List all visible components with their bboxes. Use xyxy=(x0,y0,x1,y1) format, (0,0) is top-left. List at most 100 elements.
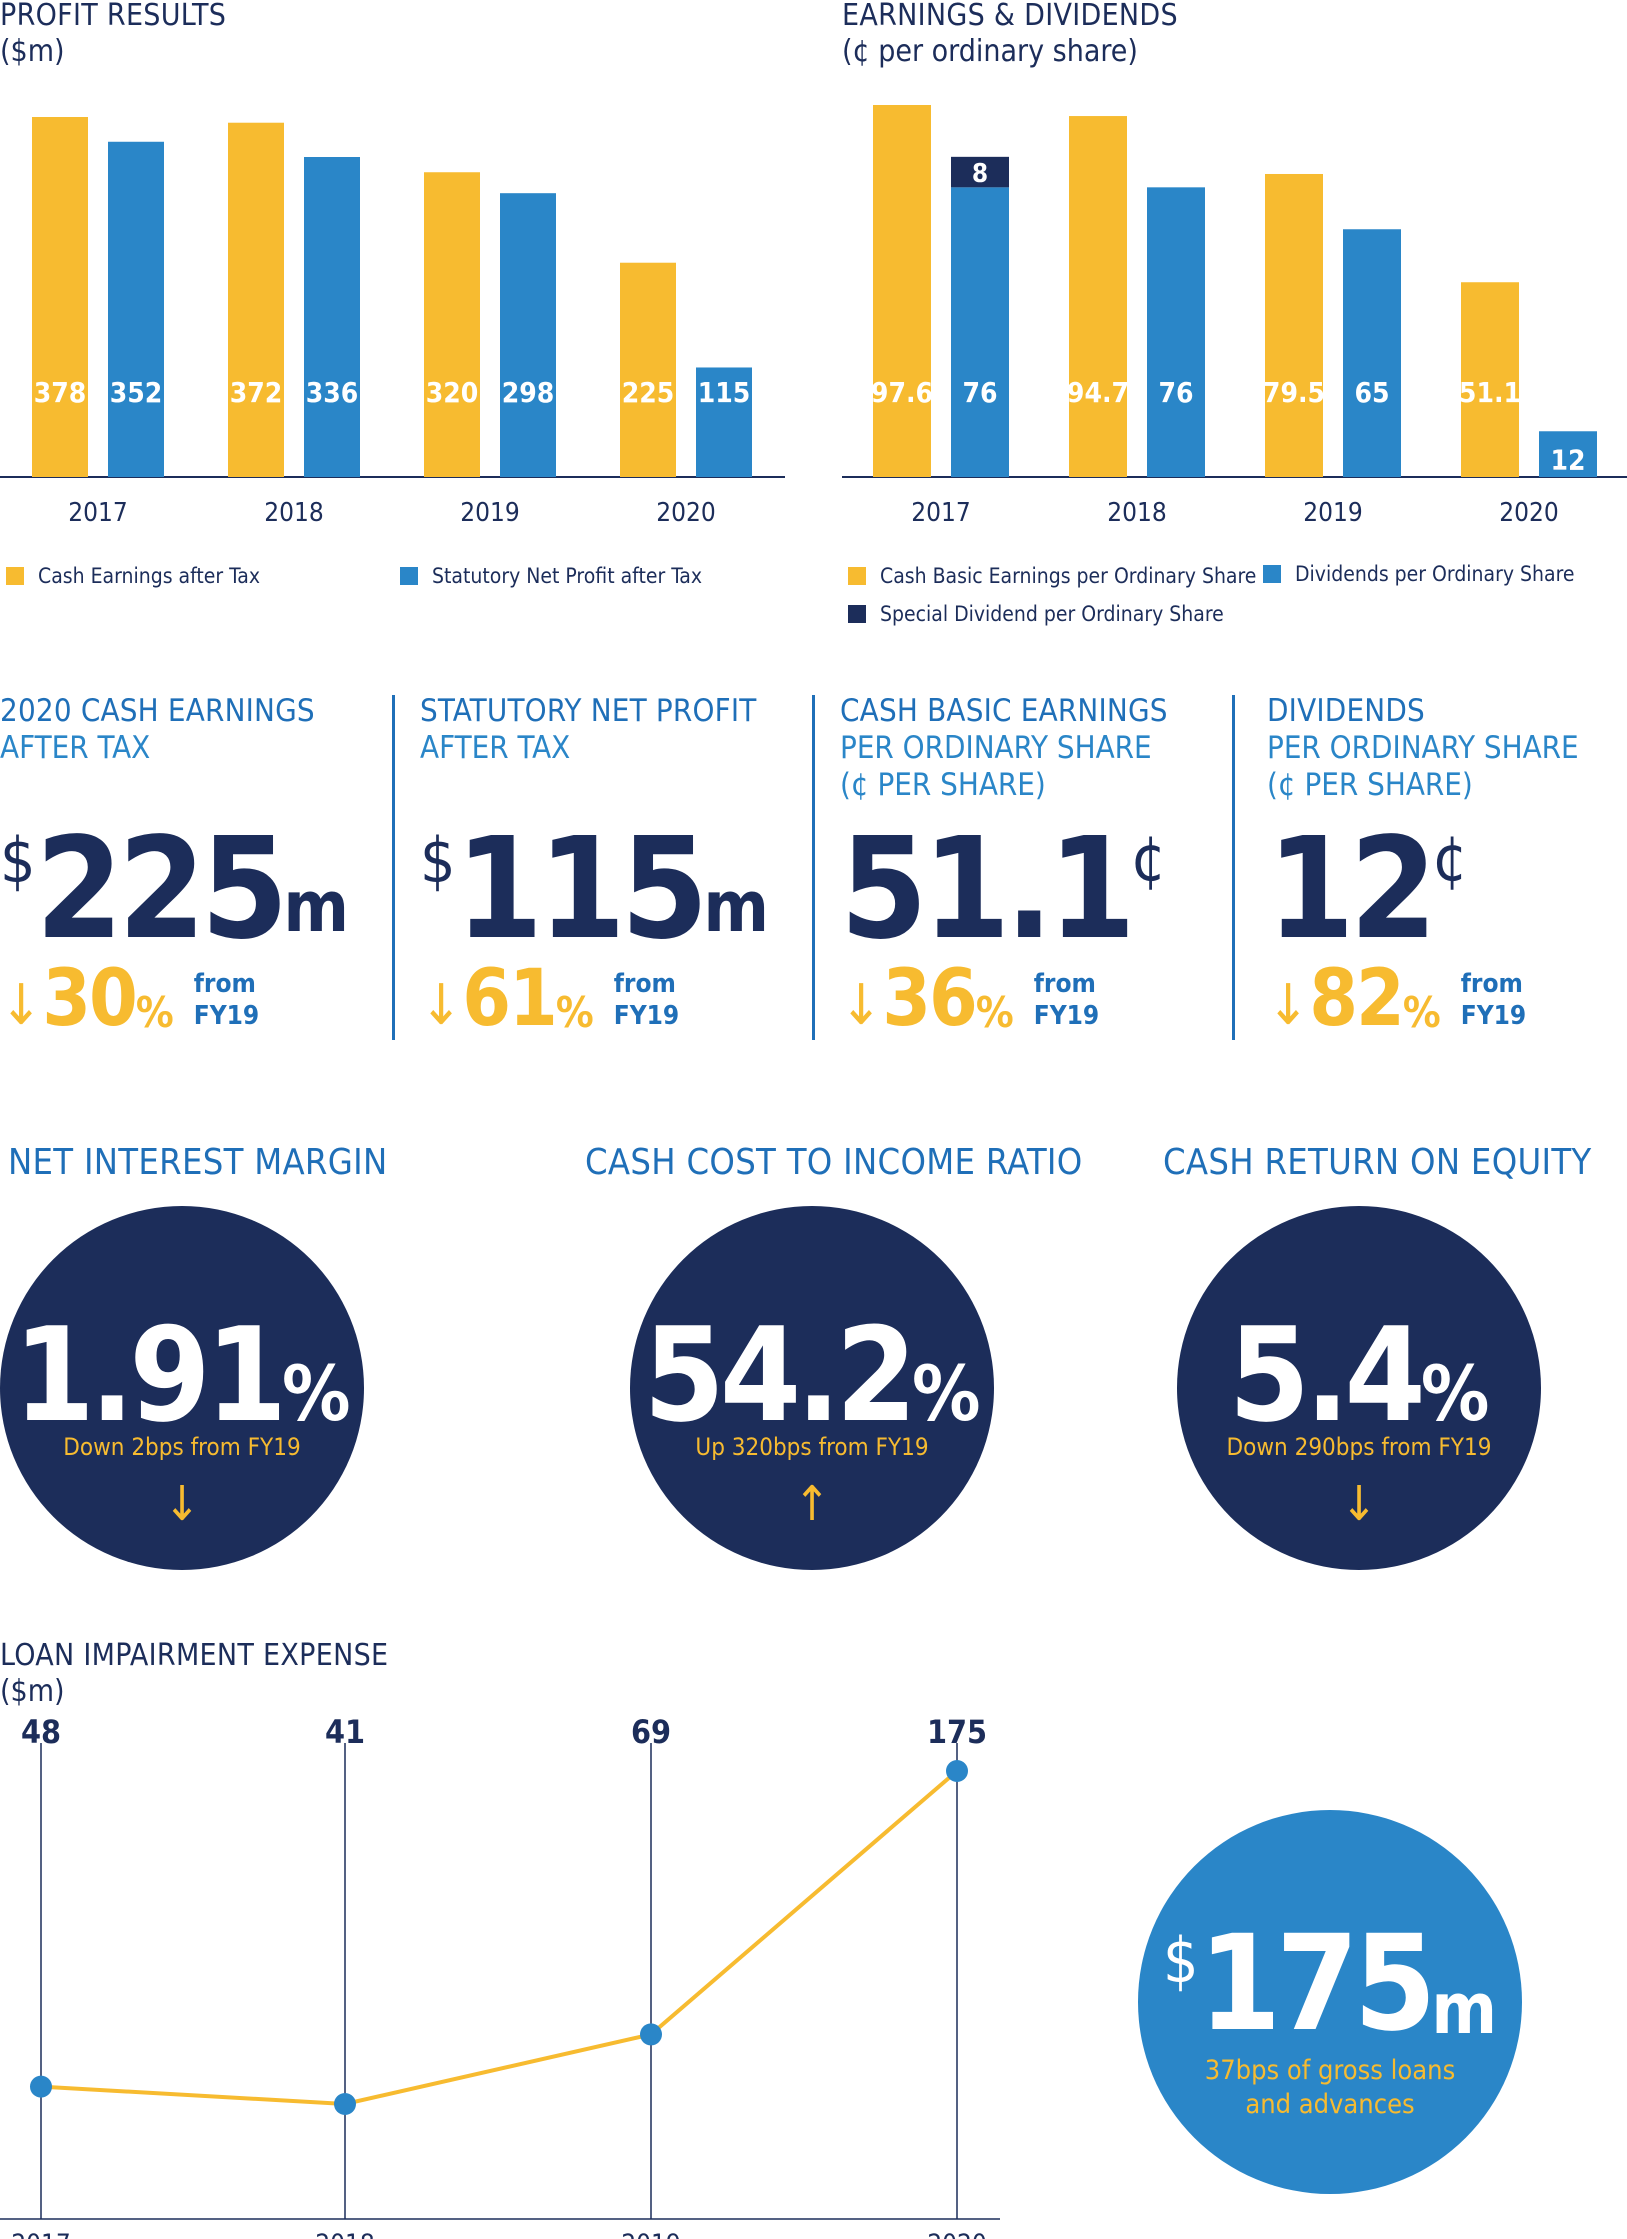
kpi-number: 115 xyxy=(455,808,708,971)
ratio-title: CASH COST TO INCOME RATIO xyxy=(585,1142,1083,1183)
kpi-unit: m xyxy=(283,866,350,948)
data-label-2018: 41 xyxy=(325,1719,365,1751)
kpi-from-label: from xyxy=(1460,969,1523,1000)
bar-value-label: 76 xyxy=(1158,376,1193,409)
bar-value-label: 76 xyxy=(962,376,997,409)
ratio-circle: 54.2% Up 320bps from FY19 ↑ xyxy=(630,1206,994,1570)
profit-legend-item-statutory: Statutory Net Profit after Tax xyxy=(400,564,702,588)
kpi-currency-prefix: $ xyxy=(420,824,456,897)
ratio-unit: % xyxy=(912,1349,981,1438)
kpi-value: 51.1 ¢ xyxy=(840,820,1166,960)
x-tick-label-2018: 2018 xyxy=(315,2229,375,2239)
bar-2020-a xyxy=(620,262,676,477)
x-tick-label-2020: 2020 xyxy=(927,2229,987,2239)
kpi-number: 12 xyxy=(1267,808,1437,971)
bar-value-label: 12 xyxy=(1550,443,1585,476)
earnings-bar-chart: 97.6 76 8 2017 94.7 76 2018 79.5 65 2019 51.1 12 202… xyxy=(842,105,1627,528)
down-arrow-icon: ↓ xyxy=(420,973,463,1039)
kpi-value: 12 ¢ xyxy=(1267,820,1468,960)
profit-legend-item-cash: Cash Earnings after Tax xyxy=(6,564,260,588)
x-tick-label-2018: 2018 xyxy=(1107,498,1167,528)
data-label-2017: 48 xyxy=(21,1719,61,1751)
kpi-change-unit: % xyxy=(975,988,1014,1038)
kpi-change-value: 36 xyxy=(882,954,978,1044)
bar-2020-b xyxy=(1539,431,1597,477)
x-tick-label-2020: 2020 xyxy=(1499,498,1559,528)
bar-value-label: 94.7 xyxy=(1067,376,1129,409)
ratio-number: 54.2 xyxy=(643,1299,917,1451)
loan-callout-unit: m xyxy=(1431,1968,1497,2050)
up-arrow-icon: ↑ xyxy=(793,1476,831,1532)
bar-value-label: 336 xyxy=(306,376,359,409)
profit-chart-subtitle: ($m) xyxy=(0,34,65,69)
kpi-unit: m xyxy=(703,866,770,948)
kpi-change-unit: % xyxy=(555,988,594,1038)
x-tick-label-2019: 2019 xyxy=(1303,498,1363,528)
kpi-subtitle: AFTER TAX xyxy=(420,730,571,766)
kpi-change-from: from FY19 xyxy=(1034,968,1099,1032)
kpi-change-from: from FY19 xyxy=(614,968,679,1032)
legend-label: Dividends per Ordinary Share xyxy=(1295,562,1575,586)
ratio-title: CASH RETURN ON EQUITY xyxy=(1163,1142,1592,1183)
loan-series-line xyxy=(40,1769,959,2107)
kpi-change-value: 82 xyxy=(1309,954,1405,1044)
bar-value-label: 352 xyxy=(110,376,163,409)
bar-2019-b xyxy=(500,193,556,477)
data-label-2020: 175 xyxy=(927,1719,987,1751)
kpi-number: 51.1 xyxy=(840,808,1136,971)
earnings-legend-item-cash-eps: Cash Basic Earnings per Ordinary Share xyxy=(848,564,1256,588)
ratio-unit: % xyxy=(1420,1349,1490,1438)
earnings-chart-title: EARNINGS & DIVIDENDS xyxy=(842,0,1178,33)
x-tick-label-2019: 2019 xyxy=(460,498,520,528)
legend-swatch xyxy=(1263,565,1281,583)
loan-line-chart: 48 2017 41 2018 69 2019 175 2020 xyxy=(0,1719,1000,2239)
data-point-2020 xyxy=(946,1760,968,1782)
kpi-cent-symbol: ¢ xyxy=(1432,822,1468,895)
legend-label: Cash Basic Earnings per Ordinary Share xyxy=(880,564,1257,588)
data-point-2019 xyxy=(640,2023,662,2046)
down-arrow-icon: ↓ xyxy=(163,1476,201,1532)
ratio-caption: Down 2bps from FY19 xyxy=(63,1433,301,1461)
kpi-change-from: from FY19 xyxy=(1461,968,1526,1032)
kpi-change: ↓ 82 % from FY19 xyxy=(1267,954,1526,1044)
bar-2019-a xyxy=(1265,173,1323,477)
kpi-divider xyxy=(812,695,815,1040)
kpi-divider xyxy=(392,695,395,1040)
ratio-circle: 5.4% Down 290bps from FY19 ↓ xyxy=(1177,1206,1541,1570)
kpi-divider xyxy=(1232,695,1235,1040)
ratio-caption: Up 320bps from FY19 xyxy=(695,1433,929,1461)
loan-callout-circle: $ 175 m 37bps of gross loans and advance… xyxy=(1138,1810,1522,2194)
kpi-change: ↓ 61 % from FY19 xyxy=(420,954,679,1044)
kpi-title: CASH BASIC EARNINGS xyxy=(840,693,1168,729)
down-arrow-icon: ↓ xyxy=(1267,973,1310,1039)
legend-label: Statutory Net Profit after Tax xyxy=(432,564,703,588)
kpi-number: 225 xyxy=(35,808,288,971)
bar-value-label: 378 xyxy=(34,376,87,409)
kpi-change-value: 30 xyxy=(42,954,138,1044)
loan-chart-subtitle: ($m) xyxy=(0,1674,65,1709)
x-tick-label-2017: 2017 xyxy=(911,498,971,528)
kpi-subtitle: PER ORDINARY SHARE xyxy=(1267,730,1579,766)
bar-special-value-label: 8 xyxy=(972,159,988,189)
x-tick-label-2019: 2019 xyxy=(621,2229,681,2239)
kpi-subtitle: PER ORDINARY SHARE xyxy=(840,730,1152,766)
down-arrow-icon: ↓ xyxy=(0,973,43,1039)
kpi-change-from: from FY19 xyxy=(194,968,259,1032)
bar-2018-a xyxy=(1069,116,1127,477)
profit-chart-title: PROFIT RESULTS xyxy=(0,0,227,33)
data-point-2018 xyxy=(334,2093,356,2115)
kpi-from-label: from xyxy=(1033,969,1096,1000)
kpi-cent-symbol: ¢ xyxy=(1130,822,1167,895)
kpi-from-label: from xyxy=(613,969,676,1000)
bar-2017-b xyxy=(108,141,164,477)
loan-callout-prefix: $ xyxy=(1163,1924,1199,1997)
x-tick-label-2018: 2018 xyxy=(264,498,324,528)
kpi-change-value: 61 xyxy=(462,954,558,1044)
kpi-change-unit: % xyxy=(1402,988,1441,1038)
loan-callout-number: 175 xyxy=(1198,1907,1436,2061)
bar-value-label: 65 xyxy=(1354,376,1389,409)
bar-2020-a xyxy=(1461,282,1519,477)
bar-2018-b xyxy=(1147,187,1205,477)
kpi-subtitle: AFTER TAX xyxy=(0,730,151,766)
bar-value-label: 115 xyxy=(698,376,751,409)
